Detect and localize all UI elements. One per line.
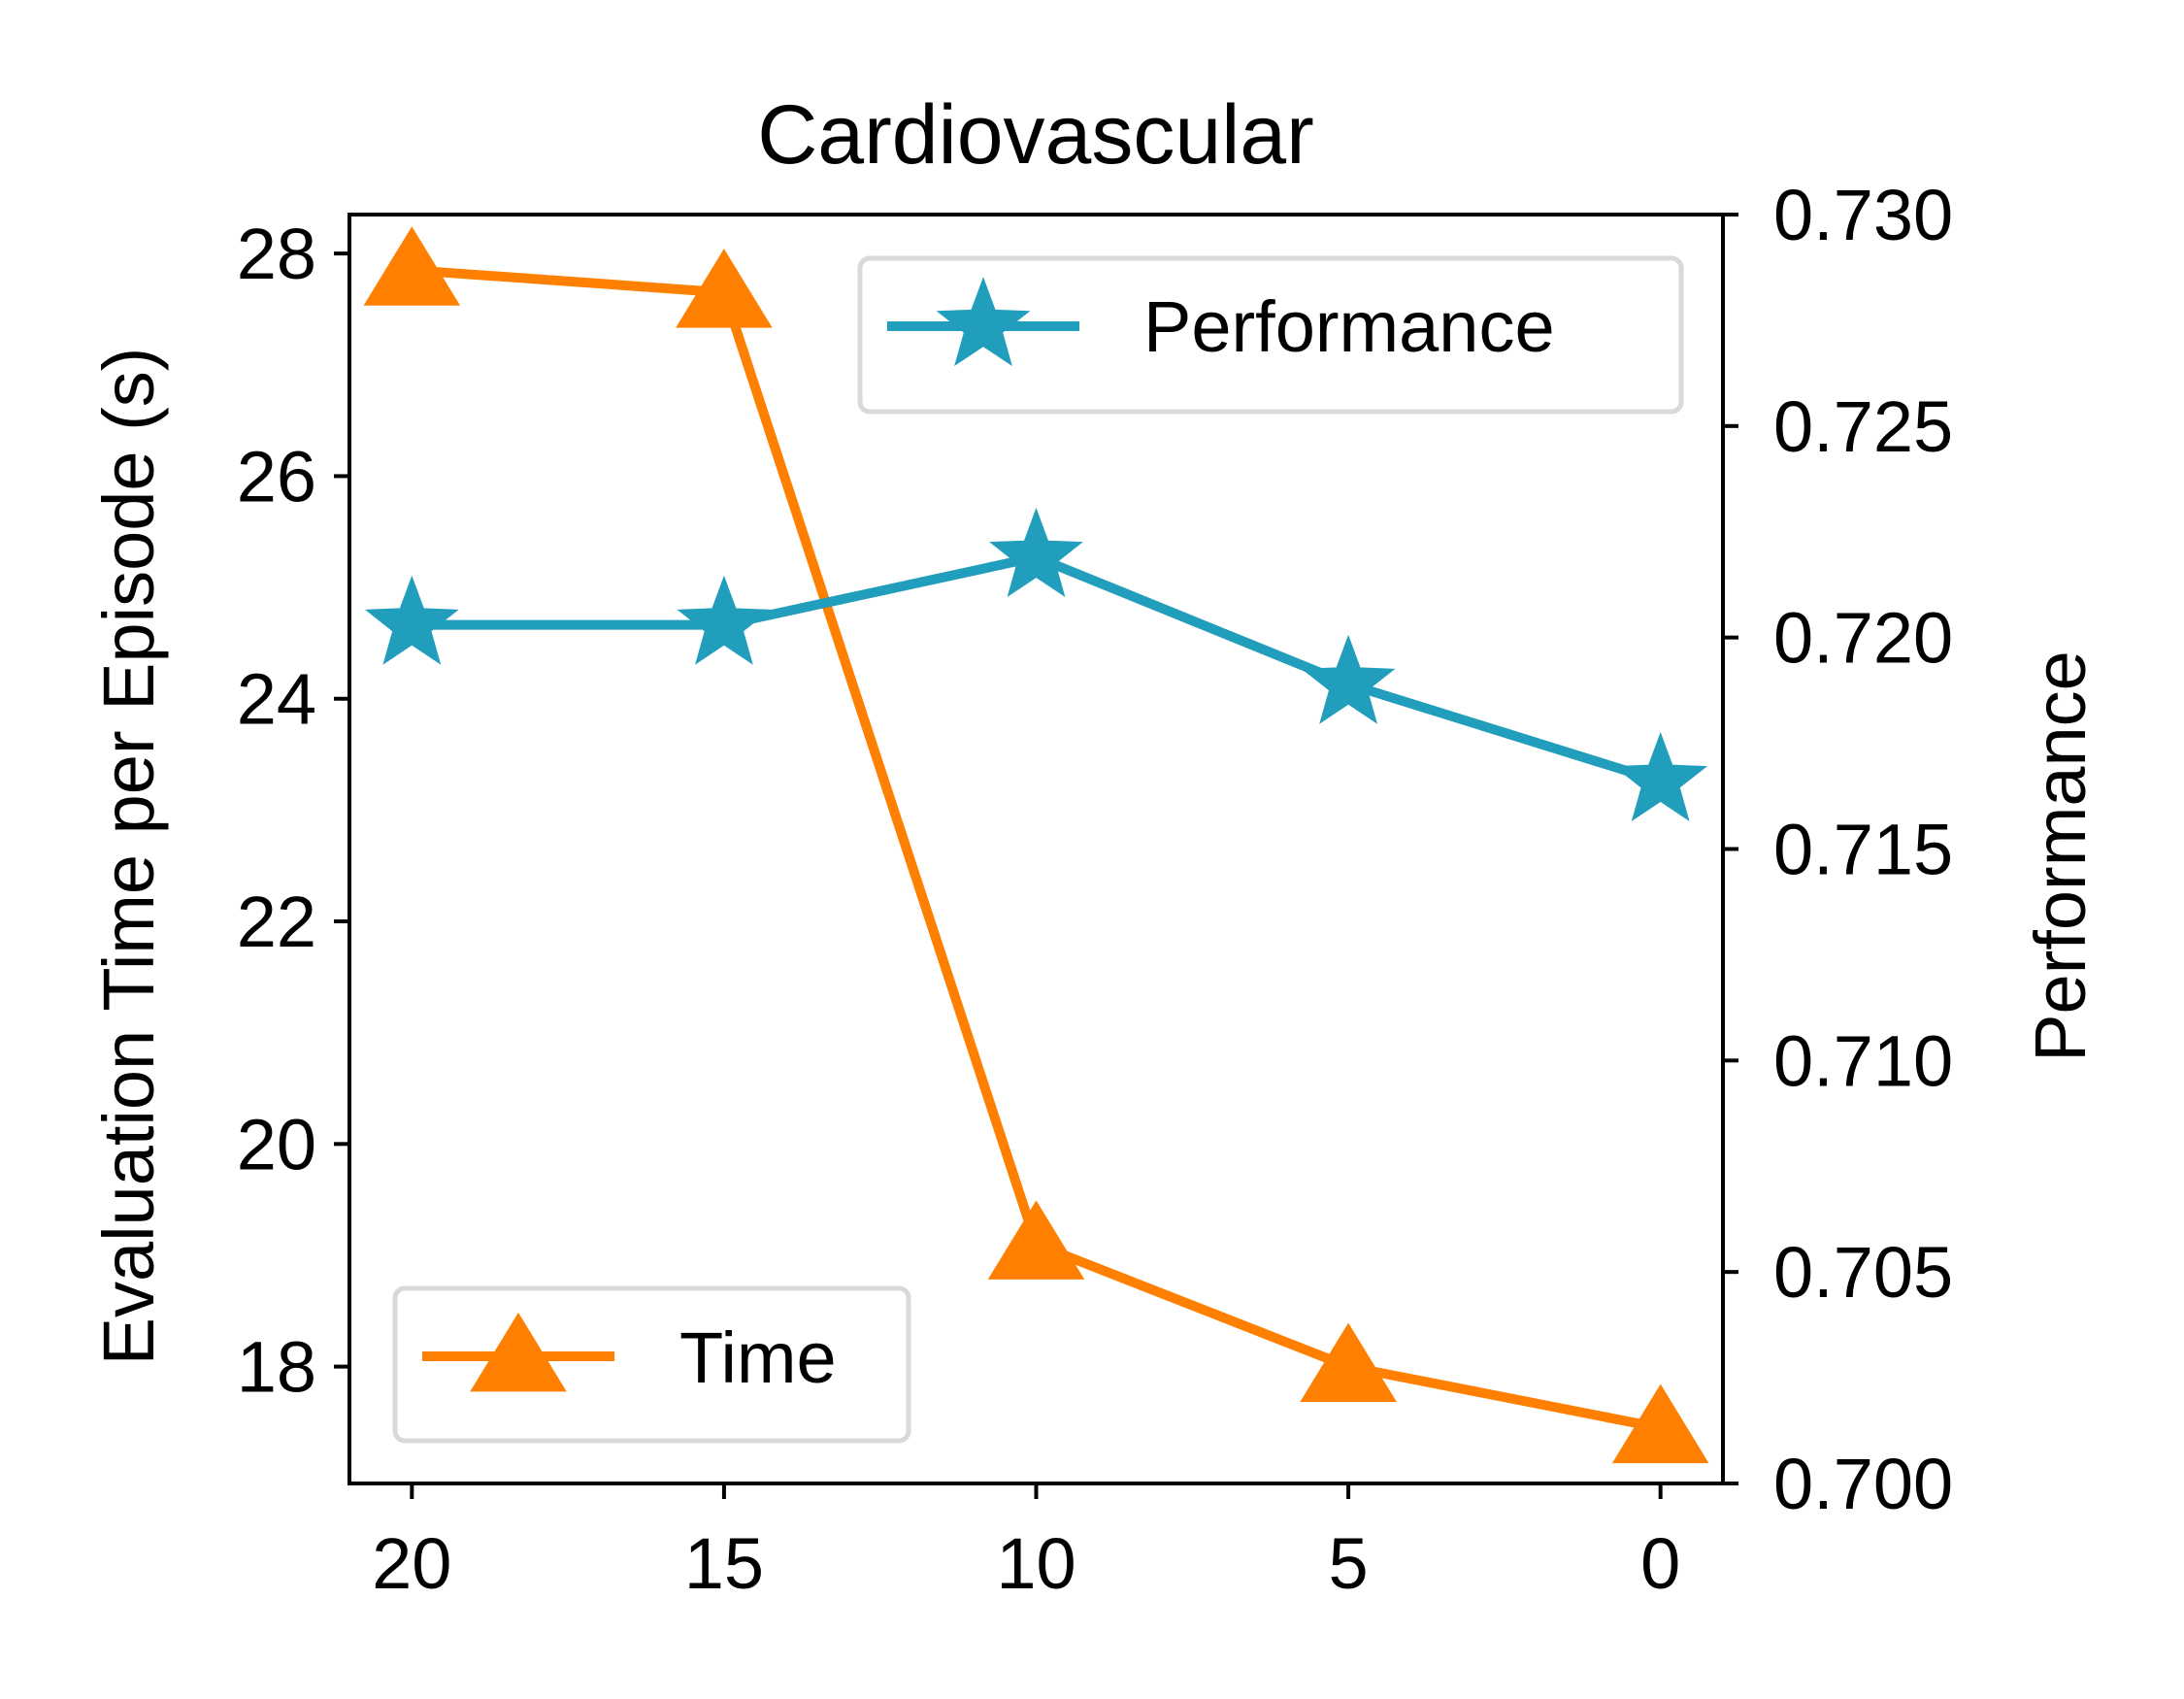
legend-performance: Performance [857, 255, 1684, 415]
time-point [1300, 1322, 1397, 1403]
right-tick-label: 0.700 [1773, 1444, 1953, 1524]
performance-point [677, 575, 772, 665]
x-tick-label: 5 [1329, 1523, 1369, 1604]
left-tick-label: 22 [237, 882, 316, 962]
legend-performance-marker [936, 277, 1031, 367]
left-tick-label: 26 [237, 436, 316, 516]
left-axis-label: Evaluation Time per Episode (s) [88, 348, 169, 1366]
legend-performance-frame [857, 255, 1684, 415]
legend-time-marker [470, 1312, 567, 1392]
time-point [1611, 1383, 1709, 1464]
time-point [363, 226, 461, 306]
right-tick-label: 0.705 [1773, 1232, 1953, 1313]
performance-point [364, 575, 459, 665]
left-axis: 18 20 22 24 26 28 [237, 214, 349, 1408]
chart-title: Cardiovascular [757, 88, 1314, 182]
time-point [987, 1200, 1085, 1280]
x-tick-label: 10 [996, 1523, 1075, 1604]
performance-point [1613, 731, 1708, 821]
x-tick-label: 15 [684, 1523, 764, 1604]
legend-time-label: Time [679, 1317, 837, 1398]
time-point [676, 249, 773, 328]
right-axis-label: Performance [2020, 650, 2101, 1062]
x-axis: 20 15 10 5 0 [372, 1483, 1680, 1604]
x-tick-label: 20 [372, 1523, 451, 1604]
performance-legend-star [936, 277, 1031, 367]
time-legend-triangle [470, 1312, 567, 1392]
right-tick-label: 0.710 [1773, 1020, 1953, 1101]
x-tick-label: 0 [1640, 1523, 1680, 1604]
performance-point [1301, 634, 1396, 724]
series-layer [363, 226, 1709, 1464]
legend-performance-label: Performance [1143, 286, 1555, 367]
left-tick-label: 20 [237, 1104, 316, 1184]
right-tick-label: 0.715 [1773, 810, 1953, 890]
performance-point [989, 508, 1083, 598]
series-line-performance [412, 551, 1663, 786]
right-tick-label: 0.720 [1773, 598, 1953, 679]
left-tick-label: 24 [237, 659, 316, 740]
right-axis: 0.700 0.705 0.710 0.715 0.720 0.725 0.730 [1723, 175, 1953, 1524]
right-tick-label: 0.730 [1773, 175, 1953, 255]
left-tick-label: 18 [237, 1327, 316, 1408]
left-tick-label: 28 [237, 214, 316, 294]
legend-time: Time [392, 1285, 911, 1444]
right-tick-label: 0.725 [1773, 386, 1953, 467]
